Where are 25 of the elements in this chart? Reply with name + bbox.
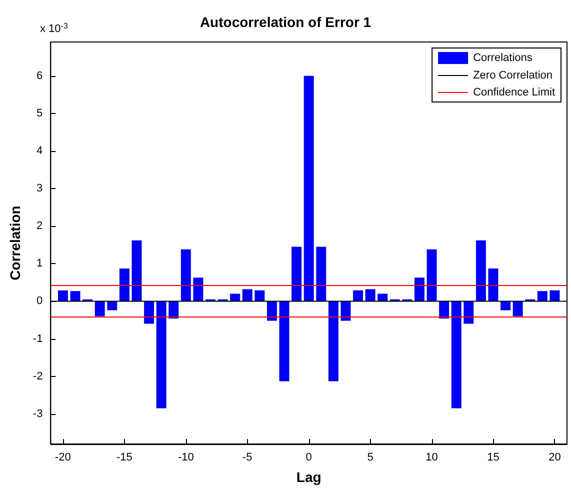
y-tick-label: 4 <box>36 144 43 157</box>
legend-label: Correlations <box>473 52 533 64</box>
chart-title: Autocorrelation of Error 1 <box>200 14 372 30</box>
y-tick-label: 5 <box>36 107 43 120</box>
x-tick-label: 10 <box>426 452 438 464</box>
x-tick-label: 20 <box>548 452 561 464</box>
x-tick-label: -15 <box>116 452 132 464</box>
y-tick-label: 0 <box>36 295 43 308</box>
x-tick-label: 5 <box>367 452 374 464</box>
x-tick-label: 0 <box>306 452 312 464</box>
y-axis-title: Correlation <box>7 206 23 280</box>
x-tick-label: -10 <box>178 452 194 464</box>
legend-label: Confidence Limit <box>473 86 556 98</box>
x-tick-label: -5 <box>242 452 252 464</box>
x-axis-title: Lag <box>296 469 322 485</box>
y-tick-label: -3 <box>32 408 43 420</box>
y-tick-label: -1 <box>32 332 43 345</box>
x-tick-label: 15 <box>487 452 500 464</box>
legend-label: Zero Correlation <box>473 70 553 82</box>
x-tick-label: -20 <box>55 452 71 464</box>
y-tick-label: 2 <box>36 220 43 232</box>
y-tick-label: 3 <box>36 182 43 195</box>
y-tick-label: 6 <box>36 70 43 82</box>
y-tick-label: -2 <box>32 370 43 382</box>
y-tick-label: 1 <box>36 258 43 270</box>
